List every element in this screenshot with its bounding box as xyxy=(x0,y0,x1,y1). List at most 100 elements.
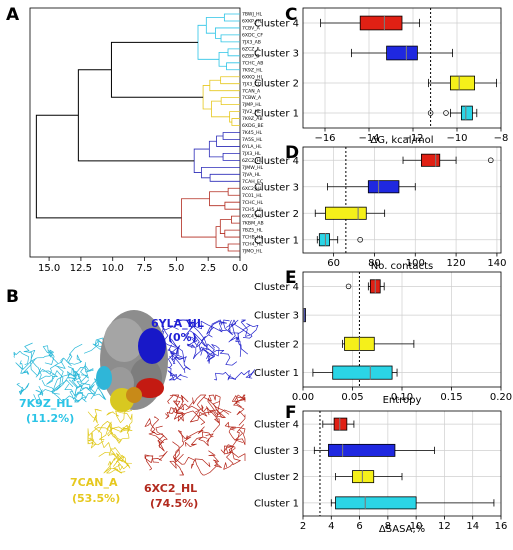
dendrogram: 7BWJ_HL6XKP_HL7CBV_A6XDC_CF7JX3_AB6ZCZ_F… xyxy=(29,7,264,274)
x-axis-label: No. contacts xyxy=(371,261,433,272)
dendrogram-leaf-label: 7BZ5_HL xyxy=(242,228,263,234)
dendrogram-leaf-label: 7JX3_AB xyxy=(242,39,261,45)
box xyxy=(386,45,418,61)
panel-letter-f: F xyxy=(285,403,297,423)
category-label: Cluster 3 xyxy=(254,49,299,60)
svg-text:(0%): (0%) xyxy=(168,331,197,344)
plot-frame xyxy=(302,146,502,254)
dendrogram-branch xyxy=(220,76,240,85)
dendrogram-branch xyxy=(201,166,240,179)
dendrogram-branch xyxy=(223,13,240,22)
svg-text:(53.5%): (53.5%) xyxy=(72,492,120,505)
dendrogram-branch xyxy=(227,48,240,57)
dendrogram-leaf-label: 7A5S_HL xyxy=(242,137,263,143)
panel-letter-a: A xyxy=(6,5,20,25)
dendrogram-branch xyxy=(219,219,232,234)
x-tick-label: 12 xyxy=(438,521,451,532)
structure-label-7k9z: 7K9Z_HL (11.2%) xyxy=(19,397,74,425)
dendrogram-branch xyxy=(197,24,220,60)
dendrogram-branch xyxy=(224,201,240,210)
box xyxy=(352,470,375,484)
boxplot-dg: −16 −14 −12 −10 −8 Cluster 1 Cluster 2 Cluster … xyxy=(254,7,509,146)
category-label: Cluster 4 xyxy=(254,156,299,167)
dendrogram-leaf-label: 7CH4_HL xyxy=(242,242,263,248)
molecular-structure: 6YLA_HL (0%) 7K9Z_HL (11.2%) 7CAN_A (53.… xyxy=(13,310,259,510)
box xyxy=(325,206,367,220)
category-label: Cluster 1 xyxy=(254,368,299,379)
x-tick-label: 6 xyxy=(356,521,362,532)
dendrogram-leaf-label: 6ZCZ_HL xyxy=(242,158,263,164)
dendrogram-branch xyxy=(218,51,229,67)
outlier-point xyxy=(488,157,494,164)
dendrogram-branch xyxy=(208,140,224,158)
category-label: Cluster 3 xyxy=(254,182,299,193)
dendrogram-leaf-label: 7CHC_HL xyxy=(242,200,264,206)
category-label: Cluster 4 xyxy=(254,282,299,293)
dendrogram-branch xyxy=(231,215,240,224)
dendrogram-leaf-label: 6XC2_HL xyxy=(242,186,263,192)
category-label: Cluster 1 xyxy=(254,498,299,509)
category-label: Cluster 2 xyxy=(254,79,299,90)
x-tick-label: −16 xyxy=(314,133,335,144)
dendrogram-tick-label: 10.0 xyxy=(102,263,124,274)
dendrogram-branch xyxy=(202,85,212,110)
dendrogram-branch xyxy=(222,132,240,140)
dendrogram-leaf-label: 7JX3_CD xyxy=(242,81,262,87)
category-label: Cluster 2 xyxy=(254,472,299,483)
category-label: Cluster 1 xyxy=(254,235,299,246)
dendrogram-branch xyxy=(215,27,240,39)
category-label: Cluster 1 xyxy=(254,109,299,120)
dendrogram-branch xyxy=(209,191,229,207)
outlier-point xyxy=(427,110,434,116)
dendrogram-leaf-label: 7KBM_AB xyxy=(242,221,264,227)
dendrogram-leaf-label: 7CAH_EC xyxy=(242,179,263,185)
dendrogram-branch xyxy=(181,198,217,238)
svg-text:7CAN_A: 7CAN_A xyxy=(70,476,118,489)
panel-letter-d: D xyxy=(285,143,299,163)
outlier-point xyxy=(345,283,352,290)
x-tick-label: 80 xyxy=(368,258,381,269)
dendrogram-branch xyxy=(211,100,230,118)
x-tick-label: −8 xyxy=(494,133,509,144)
dendrogram-leaf-label: 7JVA_HL xyxy=(242,172,261,178)
box xyxy=(367,180,400,194)
svg-text:6YLA_HL: 6YLA_HL xyxy=(151,317,204,330)
spike-surface xyxy=(96,310,168,412)
dendrogram-branch xyxy=(193,148,210,173)
x-tick-label: 120 xyxy=(447,258,466,269)
dendrogram-leaf-label: 6XC4_HL xyxy=(242,214,263,220)
boxplot-entropy: 0.00 0.05 0.10 0.15 0.20 Cluster 1 Cluster 2 Cl… xyxy=(254,271,512,406)
dendrogram-leaf-label: 6YLA_HL xyxy=(242,144,262,150)
structure-label-6xc2: 6XC2_HL (74.5%) xyxy=(144,482,198,510)
dendrogram-branch xyxy=(215,226,229,248)
dendrogram-leaf-label: 7JV2_HL xyxy=(242,109,261,115)
dendrogram-branch xyxy=(222,153,240,161)
category-label: Cluster 3 xyxy=(254,446,299,457)
dendrogram-leaf-label: 7JMP_HL xyxy=(242,102,262,108)
box xyxy=(318,233,330,247)
dendrogram-leaf-label: 7CBW_A xyxy=(242,95,262,101)
dendrogram-leaf-label: 6XKP_HL xyxy=(242,19,263,25)
dendrogram-branch xyxy=(209,173,240,182)
dendrogram-leaf-label: 7CBV_A xyxy=(242,26,261,32)
category-label: Cluster 4 xyxy=(254,420,299,431)
x-tick-label: 2 xyxy=(300,521,306,532)
dendrogram-leaf-label: 7C01_HL xyxy=(242,193,263,199)
ribbon-6xc2 xyxy=(144,394,246,476)
dendrogram-leaf-label: 7CHB_HL xyxy=(242,235,263,241)
category-label: Cluster 3 xyxy=(254,311,299,322)
dendrogram-leaf-label: 6XKQ_HL xyxy=(242,74,263,80)
x-axis-label: Entropy xyxy=(383,395,422,406)
box xyxy=(420,153,441,167)
dendrogram-leaf-label: 7JMW_HL xyxy=(242,165,264,171)
svg-text:6XC2_HL: 6XC2_HL xyxy=(144,482,197,495)
x-tick-label: 0.20 xyxy=(490,392,512,403)
dendrogram-leaf-label: 7BWJ_HL xyxy=(242,12,263,18)
dendrogram-tick-label: 15.0 xyxy=(38,263,60,274)
box xyxy=(460,105,473,121)
x-axis-label: ΔSASA,% xyxy=(379,524,425,535)
dendrogram-branch xyxy=(227,187,240,196)
x-tick-label: −10 xyxy=(446,133,467,144)
dendrogram-branch xyxy=(35,114,182,219)
